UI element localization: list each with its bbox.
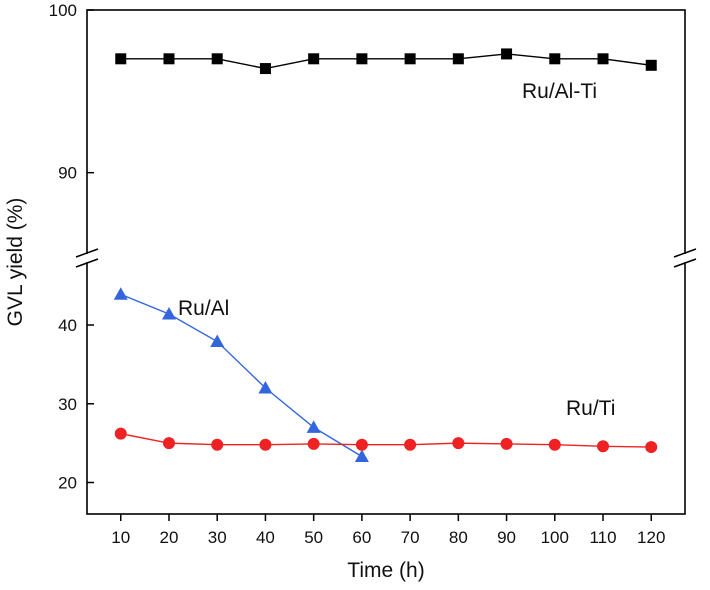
data-point-ru-al-50 bbox=[306, 420, 321, 433]
y-axis-break-left-mark-upper bbox=[75, 248, 99, 258]
data-point-ru-al-ti-10 bbox=[115, 53, 127, 65]
data-point-ru-ti-50 bbox=[307, 437, 320, 450]
series-line-ru-al bbox=[120, 293, 363, 458]
data-point-ru-ti-70 bbox=[404, 438, 417, 451]
series-line-ru-ti bbox=[120, 432, 652, 448]
data-point-ru-ti-90 bbox=[500, 437, 513, 450]
data-point-ru-al-ti-110 bbox=[597, 53, 609, 65]
x-tick-label-30: 30 bbox=[208, 528, 227, 547]
data-point-ru-al-ti-100 bbox=[549, 53, 561, 65]
y-tick-label-100: 100 bbox=[49, 1, 77, 20]
data-point-ru-ti-60 bbox=[355, 438, 368, 451]
data-point-ru-ti-40 bbox=[259, 438, 272, 451]
y-axis-break-right-mark-upper bbox=[673, 248, 697, 258]
data-point-ru-ti-30 bbox=[211, 438, 224, 451]
y-axis-break-left-gap bbox=[81, 254, 93, 262]
data-point-ru-ti-80 bbox=[452, 437, 465, 450]
x-tick-label-50: 50 bbox=[304, 528, 323, 547]
data-point-ru-al-ti-30 bbox=[211, 53, 223, 65]
x-tick-label-10: 10 bbox=[111, 528, 130, 547]
x-tick-label-70: 70 bbox=[401, 528, 420, 547]
data-point-ru-al-ti-40 bbox=[259, 63, 271, 75]
x-tick-label-20: 20 bbox=[160, 528, 179, 547]
y-tick-label-40: 40 bbox=[58, 316, 77, 335]
series-line-ru-al-ti bbox=[120, 53, 652, 70]
data-point-ru-al-ti-90 bbox=[501, 48, 513, 60]
data-point-ru-ti-110 bbox=[597, 440, 610, 453]
y-tick-label-90: 90 bbox=[58, 164, 77, 183]
x-tick-label-80: 80 bbox=[449, 528, 468, 547]
data-point-ru-al-ti-70 bbox=[404, 53, 416, 65]
x-tick-label-120: 120 bbox=[637, 528, 665, 547]
series-label-ru-al: Ru/Al bbox=[178, 297, 229, 320]
data-point-ru-al-30 bbox=[210, 334, 225, 348]
data-point-ru-al-ti-20 bbox=[163, 53, 175, 65]
x-tick-label-60: 60 bbox=[352, 528, 371, 547]
x-tick-label-40: 40 bbox=[256, 528, 275, 547]
x-tick-label-90: 90 bbox=[497, 528, 516, 547]
y-tick-label-30: 30 bbox=[58, 395, 77, 414]
data-point-ru-al-ti-50 bbox=[308, 53, 320, 65]
y-axis-break-right-mark-lower bbox=[673, 258, 697, 268]
y-axis-break-left-mark-lower bbox=[75, 258, 99, 268]
data-point-ru-al-40 bbox=[258, 381, 273, 394]
data-point-ru-al-60 bbox=[354, 449, 369, 463]
data-point-ru-ti-20 bbox=[162, 437, 175, 450]
x-axis: 10 20 30 40 50 60 70 80 90 100 110 120 bbox=[111, 514, 665, 547]
data-point-ru-al-ti-60 bbox=[356, 53, 368, 65]
y-axis-break-right-gap bbox=[679, 254, 691, 262]
data-point-ru-ti-10 bbox=[114, 427, 127, 440]
data-point-ru-al-10 bbox=[113, 287, 128, 300]
x-axis-title: Time (h) bbox=[347, 559, 424, 582]
data-point-ru-al-ti-120 bbox=[645, 59, 657, 71]
x-tick-label-110: 110 bbox=[589, 528, 616, 547]
x-tick-label-100: 100 bbox=[541, 528, 569, 547]
data-point-ru-al-20 bbox=[161, 306, 176, 320]
data-point-ru-al-ti-80 bbox=[452, 53, 464, 65]
series-layer bbox=[113, 48, 658, 463]
y-axis-title: GVL yield (%) bbox=[4, 198, 27, 327]
y-axis: 90 100 20 30 40 bbox=[49, 1, 94, 493]
series-label-ru-ti: Ru/Ti bbox=[566, 397, 615, 420]
series-label-ru-al-ti: Ru/Al-Ti bbox=[522, 80, 597, 103]
data-point-ru-ti-120 bbox=[645, 441, 658, 454]
y-tick-label-20: 20 bbox=[58, 474, 77, 493]
data-point-ru-ti-100 bbox=[548, 438, 561, 451]
